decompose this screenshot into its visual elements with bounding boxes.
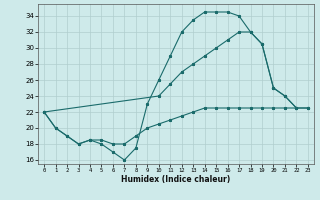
X-axis label: Humidex (Indice chaleur): Humidex (Indice chaleur)	[121, 175, 231, 184]
